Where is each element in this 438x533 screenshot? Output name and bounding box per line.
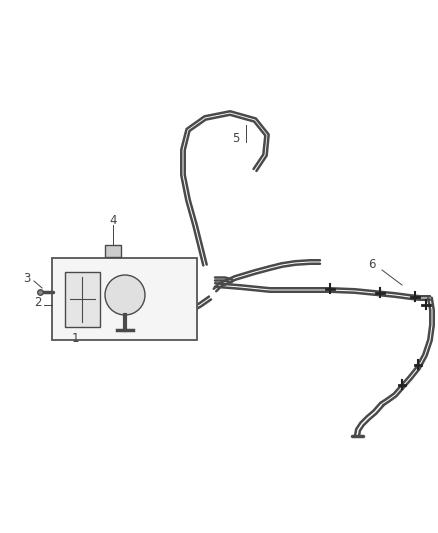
Circle shape — [105, 275, 145, 315]
Bar — [105, 245, 121, 257]
Text: 3: 3 — [23, 271, 31, 285]
Bar — [65, 272, 100, 327]
Text: 5: 5 — [232, 132, 240, 144]
Text: 4: 4 — [109, 214, 117, 227]
Bar — [52, 258, 197, 340]
Text: 2: 2 — [34, 295, 42, 309]
Text: 6: 6 — [368, 259, 376, 271]
Text: 1: 1 — [71, 332, 79, 344]
